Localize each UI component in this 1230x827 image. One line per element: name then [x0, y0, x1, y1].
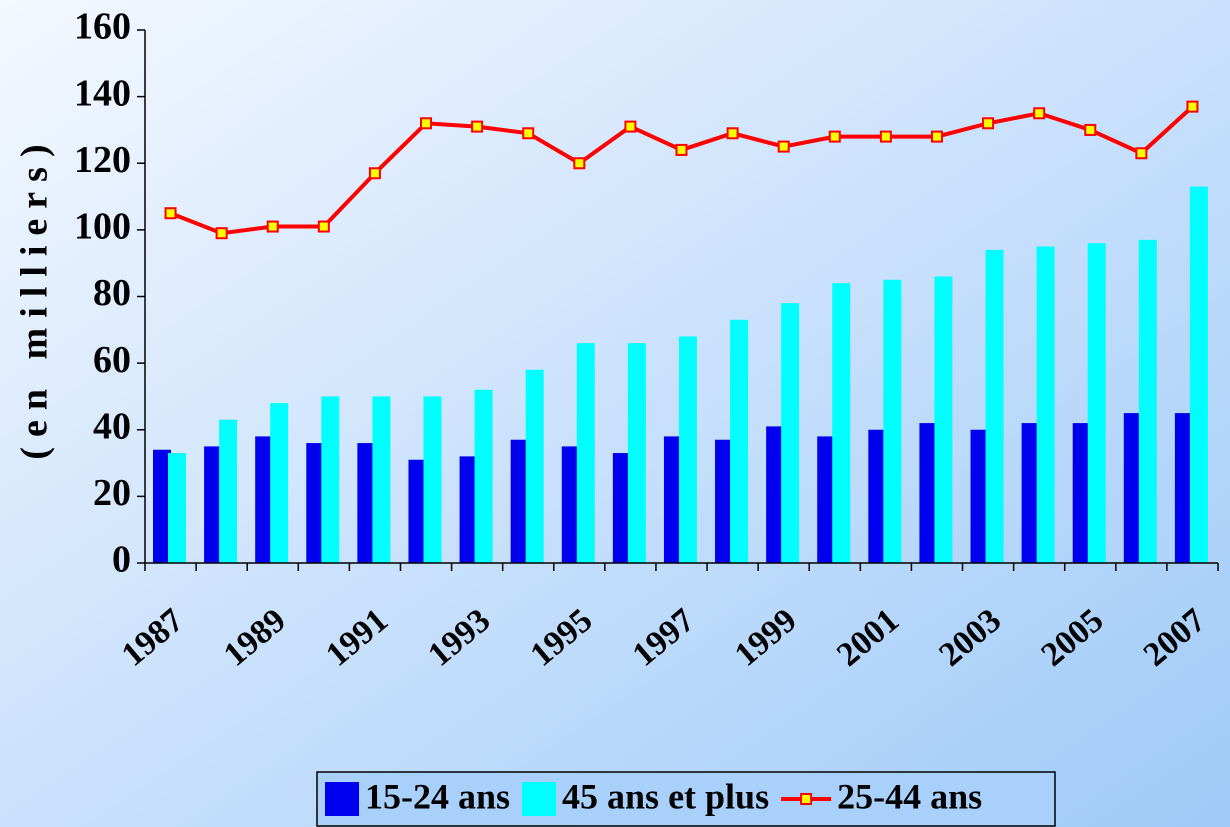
y-tick-label: 0	[112, 539, 131, 581]
bar	[1123, 413, 1142, 563]
bar	[408, 459, 427, 563]
bar	[832, 283, 851, 563]
marker	[1186, 100, 1199, 113]
bar	[576, 343, 595, 563]
bar	[1021, 423, 1040, 563]
bar	[1072, 423, 1091, 563]
legend-label: 45 ans et plus	[562, 776, 769, 816]
y-tick-label: 80	[93, 272, 131, 314]
y-tick-label: 40	[93, 405, 131, 447]
marker	[420, 117, 433, 130]
bar	[525, 369, 544, 563]
marker	[982, 117, 995, 130]
marker	[930, 130, 943, 143]
bar	[766, 426, 785, 563]
bar	[423, 396, 442, 563]
marker	[879, 130, 892, 143]
y-tick-label: 140	[74, 72, 131, 114]
bar	[372, 396, 391, 563]
bar	[817, 436, 836, 563]
bar	[357, 443, 376, 563]
bar	[1036, 246, 1055, 563]
marker	[675, 143, 688, 156]
bar	[730, 319, 749, 563]
marker	[1033, 107, 1046, 120]
legend-label: 15-24 ans	[365, 776, 510, 816]
bar	[168, 453, 186, 563]
marker	[624, 120, 637, 133]
legend-swatch	[522, 782, 557, 816]
marker	[828, 130, 841, 143]
bar	[306, 443, 325, 563]
bar	[270, 403, 289, 563]
y-axis-label: (en milliers)	[14, 134, 56, 459]
bar	[715, 439, 734, 563]
bar	[1174, 413, 1193, 563]
marker	[573, 157, 586, 170]
legend-swatch	[325, 782, 359, 816]
bar	[612, 453, 631, 563]
bar	[781, 303, 800, 563]
marker	[164, 207, 177, 220]
bar	[561, 446, 580, 563]
bar	[474, 389, 493, 563]
bar	[663, 436, 682, 563]
bar	[985, 249, 1004, 564]
marker	[1084, 123, 1097, 136]
bar	[204, 446, 223, 563]
legend	[316, 771, 1056, 827]
bar	[678, 336, 697, 563]
bar	[153, 449, 171, 563]
bar	[627, 343, 646, 563]
marker	[266, 220, 279, 233]
bar	[255, 436, 274, 563]
bar	[459, 456, 478, 563]
marker	[777, 140, 790, 153]
y-tick-label: 20	[93, 472, 131, 514]
legend-label: 25-44 ans	[837, 776, 982, 816]
marker	[522, 127, 535, 140]
bar	[321, 396, 340, 563]
marker	[471, 120, 484, 133]
bar	[883, 279, 902, 563]
y-tick-label: 120	[74, 139, 131, 181]
bar	[510, 439, 529, 563]
marker	[368, 167, 381, 180]
y-tick-label: 160	[74, 6, 131, 48]
marker	[317, 220, 330, 233]
marker	[726, 127, 739, 140]
bar	[970, 429, 989, 563]
marker	[215, 227, 228, 240]
y-tick-label: 100	[74, 206, 131, 248]
bar	[1087, 243, 1106, 563]
y-tick-label: 60	[93, 339, 131, 381]
bar	[1138, 239, 1157, 563]
bar	[219, 419, 238, 563]
bar	[934, 276, 953, 563]
bar	[1189, 186, 1208, 563]
bar	[919, 423, 938, 563]
marker	[1135, 147, 1148, 160]
bar	[868, 429, 887, 563]
legend-marker	[800, 793, 813, 805]
